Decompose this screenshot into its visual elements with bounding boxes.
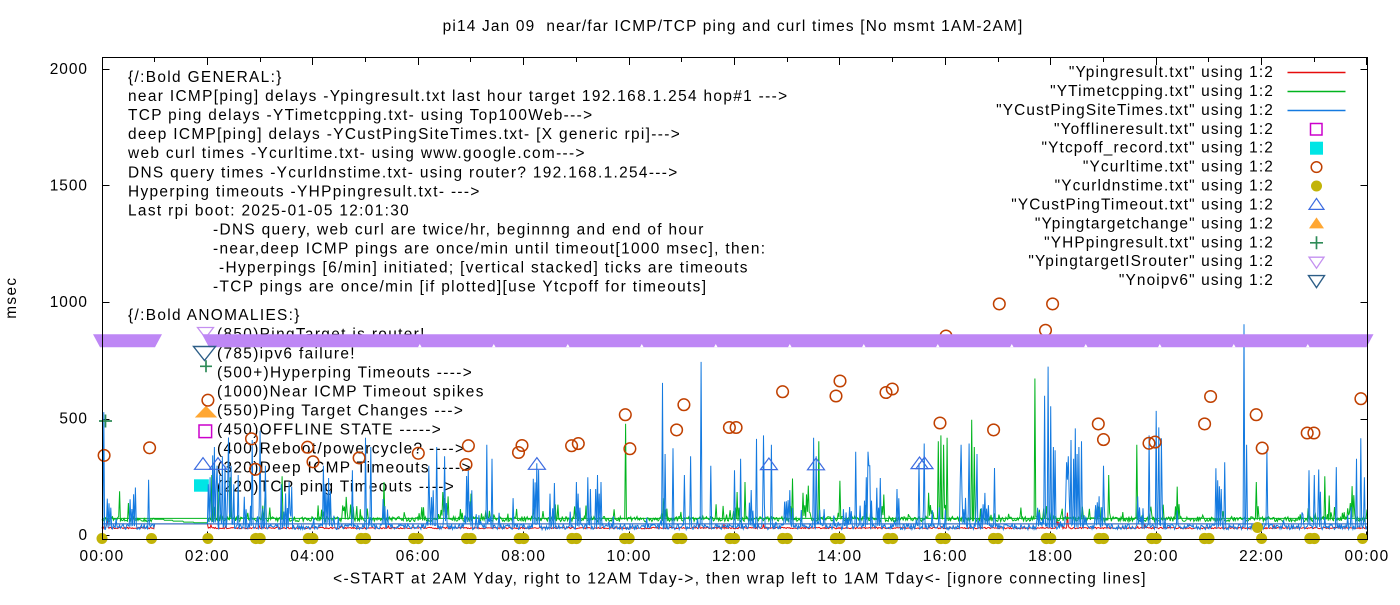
svg-text:"Ycurldnstime.txt" using 1:2: "Ycurldnstime.txt" using 1:2 [1055, 178, 1274, 195]
svg-text:Last rpi boot: 2025-01-05 12:0: Last rpi boot: 2025-01-05 12:01:30 [128, 202, 410, 219]
svg-text:"YHPpingresult.txt" using 1:2: "YHPpingresult.txt" using 1:2 [1044, 234, 1274, 251]
svg-text:02:00: 02:00 [185, 548, 230, 565]
svg-text:{/:Bold ANOMALIES:}: {/:Bold ANOMALIES:} [128, 307, 301, 324]
svg-text:"YpingtargetISrouter" using 1:: "YpingtargetISrouter" using 1:2 [1028, 253, 1274, 270]
svg-text:{/:Bold GENERAL:}: {/:Bold GENERAL:} [128, 69, 283, 86]
svg-text:"YCustPingTimeout.txt" using 1: "YCustPingTimeout.txt" using 1:2 [1011, 196, 1274, 213]
svg-text:pi14 Jan 09 near/far ICMP/TCP: pi14 Jan 09 near/far ICMP/TCP ping and c… [443, 18, 1024, 35]
svg-text:<-START at 2AM Yday, right to: <-START at 2AM Yday, right to 12AM Tday-… [333, 570, 1147, 587]
svg-text:Hyperping timeouts -YHPpingres: Hyperping timeouts -YHPpingresult.txt- -… [128, 183, 481, 200]
svg-text:TCP ping delays -YTimetcpping.: TCP ping delays -YTimetcpping.txt- using… [128, 107, 593, 124]
svg-text:1000: 1000 [50, 294, 88, 311]
svg-text:16:00: 16:00 [923, 548, 968, 565]
svg-text:(550)Ping Target Changes --->: (550)Ping Target Changes ---> [217, 402, 464, 419]
svg-text:"Ytcpoff_record.txt" using 1:2: "Ytcpoff_record.txt" using 1:2 [1041, 140, 1274, 157]
svg-text:"Ycurltime.txt" using 1:2: "Ycurltime.txt" using 1:2 [1083, 159, 1274, 176]
svg-text:00:00: 00:00 [79, 548, 124, 565]
svg-text:-DNS query, web curl are twice: -DNS query, web curl are twice/hr, begin… [213, 221, 705, 238]
svg-text:2000: 2000 [50, 61, 88, 78]
svg-text:04:00: 04:00 [290, 548, 335, 565]
svg-text:"YCustPingSiteTimes.txt" using: "YCustPingSiteTimes.txt" using 1:2 [996, 102, 1274, 119]
svg-text:18:00: 18:00 [1028, 548, 1073, 565]
svg-text:(500+)Hyperping Timeouts ---->: (500+)Hyperping Timeouts ----> [217, 364, 473, 381]
svg-text:14:00: 14:00 [817, 548, 862, 565]
svg-text:08:00: 08:00 [501, 548, 546, 565]
svg-text:12:00: 12:00 [712, 548, 757, 565]
svg-text:"Ypingtargetchange" using 1:2: "Ypingtargetchange" using 1:2 [1035, 215, 1274, 232]
svg-text:22:00: 22:00 [1239, 548, 1284, 565]
svg-text:(785)ipv6 failure!: (785)ipv6 failure! [217, 345, 356, 362]
svg-text:06:00: 06:00 [396, 548, 441, 565]
svg-text:500: 500 [59, 411, 88, 428]
svg-text:msec: msec [3, 277, 20, 319]
svg-text:web curl times -Ycurltime.txt-: web curl times -Ycurltime.txt- using www… [127, 145, 586, 162]
svg-text:(220)TCP ping Timeouts ---->: (220)TCP ping Timeouts ----> [217, 479, 455, 496]
svg-text:10:00: 10:00 [607, 548, 652, 565]
svg-text:"YTimetcpping.txt" using 1:2: "YTimetcpping.txt" using 1:2 [1050, 83, 1274, 100]
svg-text:1500: 1500 [50, 178, 88, 195]
svg-text:(320)Deep ICMP Timeouts ---->: (320)Deep ICMP Timeouts ----> [217, 460, 472, 477]
svg-text:near ICMP[ping] delays -Ypingr: near ICMP[ping] delays -Ypingresult.txt … [128, 88, 788, 105]
svg-text:-TCP pings are once/min [if pl: -TCP pings are once/min [if plotted][use… [213, 279, 707, 296]
svg-text:0: 0 [78, 527, 88, 544]
svg-text:(1000)Near ICMP Timeout spikes: (1000)Near ICMP Timeout spikes [217, 383, 485, 400]
svg-text:(400)Reboot/powercycle? ---->: (400)Reboot/powercycle? ----> [217, 441, 465, 458]
svg-text:20:00: 20:00 [1134, 548, 1179, 565]
svg-text:(450)OFFLINE STATE ----->: (450)OFFLINE STATE -----> [217, 421, 442, 438]
svg-text:"Ynoipv6" using 1:2: "Ynoipv6" using 1:2 [1119, 272, 1274, 289]
svg-text:"Ypingresult.txt" using 1:2: "Ypingresult.txt" using 1:2 [1069, 64, 1274, 81]
svg-text:00:00: 00:00 [1344, 548, 1389, 565]
svg-text:"Yofflineresult.txt" using 1:2: "Yofflineresult.txt" using 1:2 [1054, 121, 1274, 138]
svg-text:-Hyperpings [6/min] initiated;: -Hyperpings [6/min] initiated; [vertical… [219, 260, 749, 277]
svg-text:DNS query times -Ycurldnstime.: DNS query times -Ycurldnstime.txt- using… [128, 164, 679, 181]
svg-text:deep ICMP[ping] delays -YCustP: deep ICMP[ping] delays -YCustPingSiteTim… [128, 126, 681, 143]
svg-text:-near,deep ICMP pings are once: -near,deep ICMP pings are once/min until… [213, 241, 766, 258]
